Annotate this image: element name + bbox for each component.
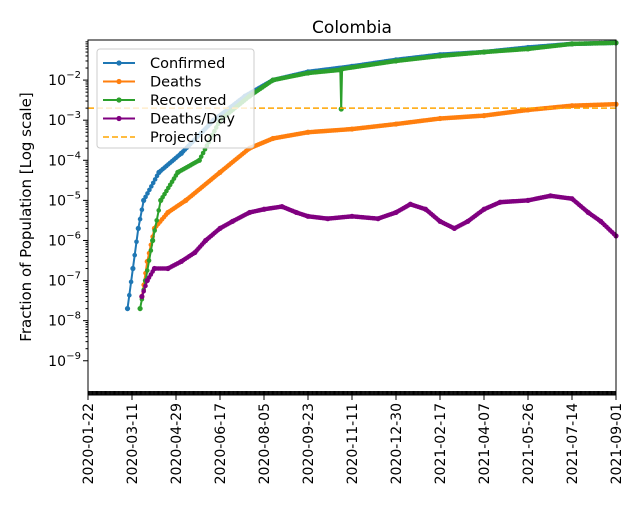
data-point-marker (154, 218, 159, 223)
y-tick-label: 10 (48, 354, 66, 370)
legend-label: Deaths/Day (150, 112, 235, 128)
data-point-marker (156, 208, 162, 213)
y-tick-exponent: −5 (66, 190, 81, 201)
data-point-marker (150, 180, 156, 186)
x-tick-label: 2020-06-17 (213, 403, 229, 484)
series-deaths (139, 101, 619, 300)
legend-marker (116, 60, 122, 66)
y-tick-label: 10 (48, 193, 66, 209)
x-tick-label: 2020-12-30 (389, 403, 405, 484)
y-tick-exponent: −2 (66, 70, 81, 81)
y-tick-label: 10 (48, 153, 66, 169)
data-point (150, 237, 156, 244)
y-tick-label: 10 (48, 113, 66, 129)
data-point-marker (139, 207, 145, 213)
legend-label: Recovered (150, 93, 226, 109)
y-tick-exponent: −9 (66, 351, 81, 362)
x-tick-label: 2020-01-22 (81, 403, 97, 484)
legend-label: Deaths (150, 75, 201, 91)
y-tick-exponent: −3 (66, 110, 81, 121)
y-tick-label: 10 (48, 314, 66, 330)
legend-marker (116, 78, 122, 85)
y-tick-exponent: −4 (66, 150, 81, 161)
data-point-marker (143, 194, 148, 200)
y-tick-label: 10 (48, 274, 66, 290)
data-point (196, 157, 202, 163)
data-point (130, 265, 136, 272)
data-point-marker (200, 150, 206, 156)
data-point-marker (145, 191, 150, 196)
x-tick-label: 2020-03-11 (125, 403, 141, 484)
y-tick-label: 10 (48, 233, 66, 249)
legend-label: Confirmed (150, 56, 225, 72)
data-point-marker (132, 252, 137, 258)
x-tick-label: 2020-09-23 (301, 403, 317, 484)
x-axis: 2020-01-22 2020-03-11 2020-04-29 2020-06-17… (81, 395, 625, 484)
y-tick-exponent: −6 (66, 230, 81, 241)
legend-marker (116, 97, 122, 103)
data-point-marker (137, 216, 143, 222)
legend-marker (116, 115, 122, 122)
y-tick-label: 10 (48, 73, 66, 89)
legend-item: Deaths/Day (103, 112, 235, 128)
data-point-marker (149, 184, 154, 189)
y-axis-label: Fraction of Population [Log scale] (17, 92, 35, 341)
legend-label: Projection (150, 130, 222, 146)
data-point (338, 106, 344, 112)
data-point-marker (141, 288, 146, 294)
legend: Confirmed Deaths Recovered Deaths/Day Projec… (96, 48, 255, 149)
legend-item: Confirmed (103, 56, 225, 72)
series-deaths-day (139, 193, 619, 300)
data-point-marker (143, 283, 148, 289)
x-tick-label: 2020-08-05 (257, 403, 273, 484)
y-tick-exponent: −8 (66, 311, 81, 322)
y-tick-exponent: −7 (66, 271, 81, 282)
data-point-marker (127, 292, 132, 298)
data-point-marker (144, 268, 150, 273)
x-tick-label: 2021-02-17 (433, 403, 449, 484)
y-axis: 10−910−810−710−610−510−410−310−2 (48, 41, 88, 370)
legend-box (96, 48, 255, 149)
data-point (137, 305, 143, 312)
data-point-marker (134, 239, 139, 245)
x-tick-label: 2021-05-26 (521, 403, 537, 484)
chart-title: Colombia (312, 18, 392, 38)
x-tick-label: 2021-09-01 (609, 403, 625, 484)
x-tick-label: 2021-07-14 (565, 403, 581, 484)
data-point-marker (198, 154, 204, 159)
data-point-marker (146, 258, 152, 263)
x-tick-label: 2020-11-11 (345, 403, 361, 484)
legend-item: Deaths (103, 75, 201, 91)
legend-item: Projection (103, 130, 222, 146)
data-point (135, 225, 141, 232)
x-tick-label: 2021-04-07 (477, 403, 493, 484)
data-point (139, 293, 145, 300)
data-point (124, 305, 131, 312)
data-point-marker (128, 279, 134, 285)
data-point-marker (147, 187, 152, 193)
data-point-marker (148, 248, 154, 253)
x-tick-label: 2020-04-29 (169, 403, 185, 484)
data-point-marker (152, 177, 158, 182)
legend-item: Recovered (103, 93, 226, 109)
series-line (140, 194, 617, 297)
data-point-marker (152, 228, 157, 233)
